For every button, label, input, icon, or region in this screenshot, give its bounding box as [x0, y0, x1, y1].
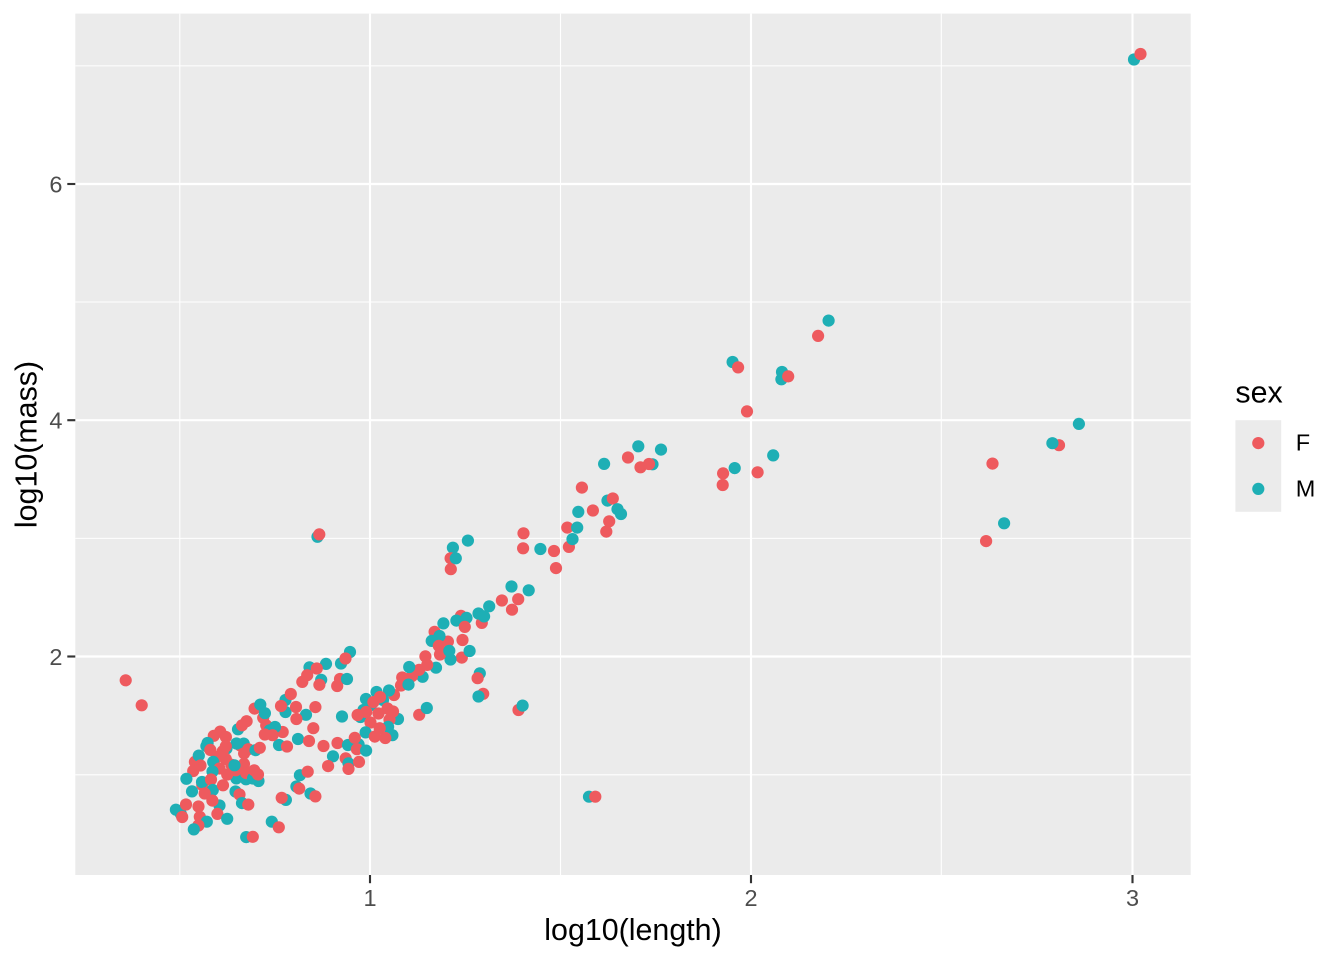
svg-text:F: F — [1296, 430, 1310, 456]
svg-text:3: 3 — [1126, 885, 1139, 911]
svg-text:M: M — [1296, 475, 1316, 501]
svg-text:4: 4 — [49, 408, 62, 434]
svg-text:6: 6 — [49, 171, 62, 197]
svg-text:sex: sex — [1235, 376, 1282, 410]
svg-text:log10(length): log10(length) — [544, 913, 721, 947]
svg-text:2: 2 — [49, 644, 62, 670]
svg-text:2: 2 — [744, 885, 757, 911]
svg-text:1: 1 — [363, 885, 376, 911]
svg-text:log10(mass): log10(mass) — [10, 361, 44, 528]
